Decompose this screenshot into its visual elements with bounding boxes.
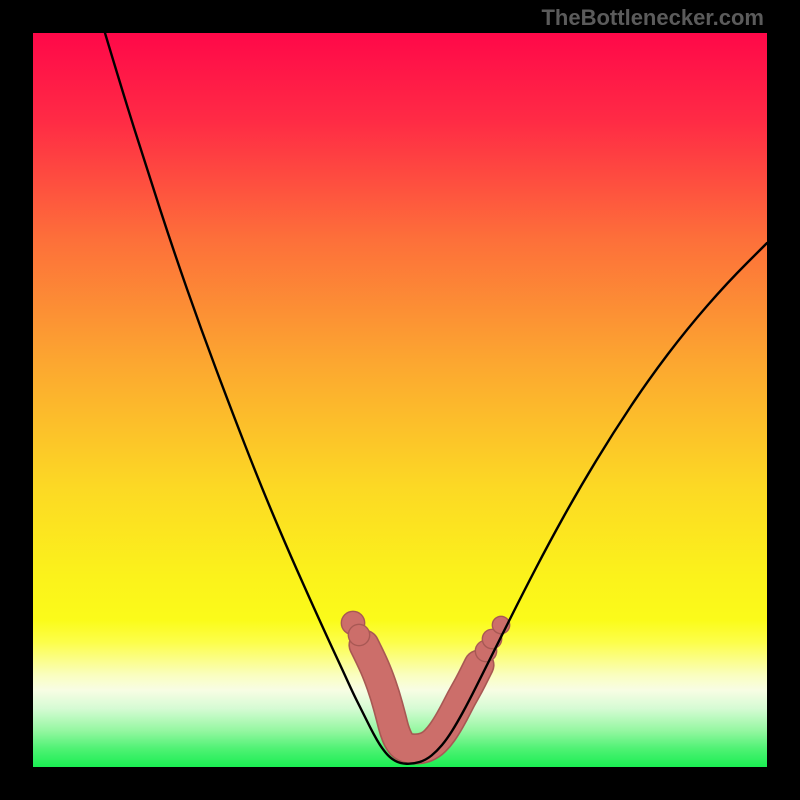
watermark-text: TheBottlenecker.com (541, 5, 764, 31)
chart-overlay-svg (33, 33, 767, 767)
chart-frame: TheBottlenecker.com (0, 0, 800, 800)
plot-area (33, 33, 767, 767)
bead (349, 625, 369, 645)
bottleneck-curve (105, 33, 767, 764)
